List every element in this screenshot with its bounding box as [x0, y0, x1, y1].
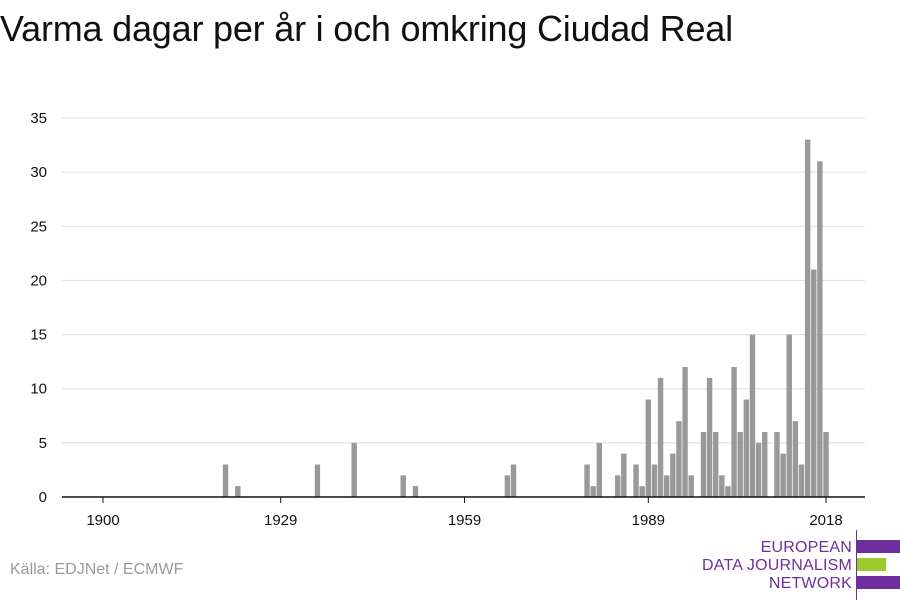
- bar-1984: [614, 475, 621, 497]
- bar-1920: [222, 464, 229, 497]
- source-note: Källa: EDJNet / ECMWF: [10, 561, 184, 578]
- y-tick-label: 35: [30, 110, 47, 127]
- bar-1922: [235, 486, 241, 497]
- axes: 0 5 10 15 20 25 30 35 1900 1929 1959 1989 2018: [30, 110, 865, 529]
- bar-1992: [663, 475, 670, 497]
- bar-1995: [682, 367, 688, 497]
- bar-1966: [504, 475, 511, 497]
- bar-1998: [700, 432, 707, 497]
- bar-2013: [792, 421, 799, 497]
- bar-2017: [817, 161, 823, 497]
- x-tick-label: 1900: [86, 512, 119, 529]
- bar-1996: [688, 475, 694, 497]
- bar-2015: [804, 139, 811, 497]
- y-tick-label: 15: [30, 327, 47, 344]
- edjnet-logo: EUROPEAN DATA JOURNALISM NETWORK: [700, 530, 900, 600]
- logo-bar-top: [857, 540, 900, 553]
- bar-1981: [596, 442, 602, 497]
- y-tick-label: 0: [39, 489, 47, 506]
- logo-line-1: EUROPEAN: [760, 539, 852, 556]
- x-tick-label: 1929: [264, 512, 297, 529]
- y-tick-label: 20: [30, 272, 47, 289]
- bar-1949: [400, 475, 406, 497]
- bar-2012: [786, 334, 792, 497]
- bar-1935: [314, 464, 321, 497]
- y-tick-label: 30: [30, 164, 47, 181]
- logo-divider: [856, 530, 857, 600]
- bar-1993: [670, 453, 676, 497]
- bar-2014: [798, 464, 805, 497]
- bar-2006: [749, 334, 756, 497]
- bar-1988: [639, 486, 645, 497]
- bar-1985: [621, 453, 627, 497]
- bar-1941: [351, 442, 357, 497]
- bar-1999: [706, 377, 713, 497]
- bar-2000: [713, 432, 719, 497]
- bar-2001: [719, 475, 725, 497]
- bar-1991: [657, 377, 664, 497]
- bar-2007: [755, 442, 762, 497]
- bar-2011: [780, 453, 786, 497]
- chart-title: Varma dagar per år i och omkring Ciudad …: [0, 8, 733, 49]
- y-tick-label: 25: [30, 218, 47, 235]
- bar-1979: [584, 464, 590, 497]
- logo-bar-middle: [857, 558, 886, 571]
- bars: [222, 139, 829, 497]
- bar-1967: [510, 464, 517, 497]
- bar-2004: [737, 432, 743, 497]
- logo-line-3: NETWORK: [768, 575, 852, 592]
- bar-1951: [412, 486, 419, 497]
- gridlines: [62, 117, 865, 444]
- bar-2010: [774, 432, 780, 497]
- x-tick-label: 1989: [632, 512, 665, 529]
- y-tick-label: 10: [30, 381, 47, 398]
- bar-1994: [676, 421, 682, 497]
- bar-1989: [645, 399, 652, 497]
- bar-2002: [725, 486, 731, 497]
- bar-2016: [811, 269, 817, 497]
- bar-1987: [633, 464, 639, 497]
- logo-line-2: DATA JOURNALISM: [702, 557, 852, 574]
- bar-2005: [743, 399, 750, 497]
- bar-2018: [823, 432, 829, 497]
- bar-1990: [651, 464, 658, 497]
- logo-bar-bottom: [857, 576, 900, 589]
- x-tick-label: 1959: [448, 512, 481, 529]
- y-tick-label: 5: [39, 435, 47, 452]
- x-tick-label: 2018: [809, 512, 842, 529]
- bar-1980: [590, 486, 596, 497]
- bar-2003: [731, 367, 737, 497]
- bar-2008: [762, 432, 768, 497]
